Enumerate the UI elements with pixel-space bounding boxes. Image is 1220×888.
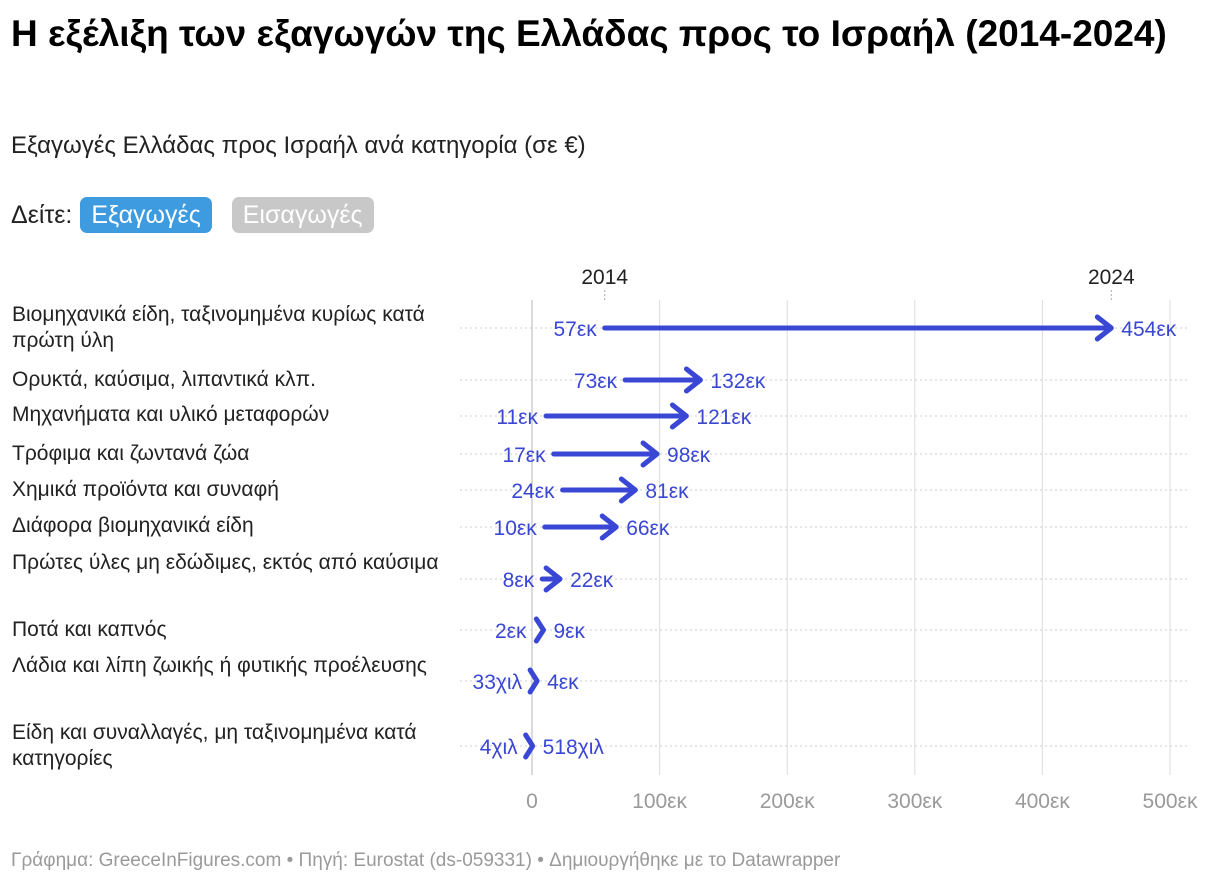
- value-label-2024: 132εκ: [710, 370, 765, 393]
- value-label-2024: 4εκ: [547, 671, 579, 694]
- value-label-2024: 121εκ: [696, 406, 751, 429]
- series-label-2024: 2024: [1088, 266, 1135, 289]
- x-tick-label: 300εκ: [887, 790, 942, 813]
- value-label-2024: 454εκ: [1121, 318, 1176, 341]
- arrow-head: [527, 667, 540, 695]
- arrow-head: [683, 366, 703, 394]
- series-label-2014: 2014: [581, 266, 628, 289]
- x-tick-label: 400εκ: [1015, 790, 1070, 813]
- value-label-2024: 9εκ: [553, 620, 585, 643]
- value-label-2024: 81εκ: [645, 480, 689, 503]
- value-label-2014: 2εκ: [495, 620, 527, 643]
- view-toggle: Δείτε: Εξαγωγές Εισαγωγές: [11, 196, 394, 234]
- arrow-head: [533, 616, 546, 644]
- toggle-label: Δείτε:: [11, 200, 73, 229]
- category-label: Λάδια και λίπη ζωικής ή φυτικής προέλευσ…: [12, 654, 427, 677]
- value-label-2014: 33χιλ: [473, 671, 523, 694]
- arrow-head: [640, 440, 660, 468]
- value-label-2014: 4χιλ: [480, 736, 518, 759]
- arrow-head: [1094, 314, 1114, 342]
- category-label: Βιομηχανικά είδη, ταξινομημένα κυρίως κα…: [12, 303, 425, 352]
- category-label: Μηχανήματα και υλικό μεταφορών: [12, 403, 330, 426]
- value-label-2024: 22εκ: [570, 569, 614, 592]
- x-tick-label: 100εκ: [632, 790, 687, 813]
- imports-button[interactable]: Εισαγωγές: [231, 197, 374, 233]
- x-tick-label: 200εκ: [760, 790, 815, 813]
- exports-button[interactable]: Εξαγωγές: [80, 197, 212, 233]
- category-label: Διάφορα βιομηχανικά είδη: [12, 514, 254, 537]
- arrow-head: [523, 732, 536, 760]
- category-label: Πρώτες ύλες μη εδώδιμες, εκτός από καύσι…: [12, 551, 439, 574]
- category-label: Τρόφιμα και ζωντανά ζώα: [12, 442, 250, 465]
- category-label: Ορυκτά, καύσιμα, λιπαντικά κλπ.: [12, 368, 316, 391]
- value-label-2024: 66εκ: [626, 517, 670, 540]
- category-label: Είδη και συναλλαγές, μη ταξινομημένα κατ…: [12, 721, 417, 770]
- value-label-2024: 518χιλ: [543, 736, 605, 759]
- x-tick-label: 0: [526, 790, 538, 813]
- chart-title: Η εξέλιξη των εξαγωγών της Ελλάδας προς …: [11, 13, 1167, 54]
- value-label-2014: 11εκ: [496, 406, 538, 429]
- value-label-2014: 24εκ: [511, 480, 555, 503]
- arrow-head: [618, 476, 638, 504]
- category-label: Χημικά προϊόντα και συναφή: [12, 478, 279, 501]
- value-label-2014: 57εκ: [553, 318, 597, 341]
- value-label-2014: 8εκ: [503, 569, 535, 592]
- value-label-2024: 98εκ: [667, 444, 711, 467]
- arrow-head: [669, 402, 689, 430]
- chart-footer: Γράφημα: GreeceInFigures.com • Πηγή: Eur…: [11, 850, 841, 871]
- category-label: Ποτά και καπνός: [12, 618, 167, 641]
- chart-subtitle: Εξαγωγές Ελλάδας προς Ισραήλ ανά κατηγορ…: [11, 132, 586, 159]
- x-tick-label: 500εκ: [1143, 790, 1198, 813]
- value-label-2014: 10εκ: [494, 517, 538, 540]
- arrow-head: [599, 513, 619, 541]
- value-label-2014: 73εκ: [574, 370, 618, 393]
- value-label-2014: 17εκ: [502, 444, 546, 467]
- arrow-head: [543, 565, 563, 593]
